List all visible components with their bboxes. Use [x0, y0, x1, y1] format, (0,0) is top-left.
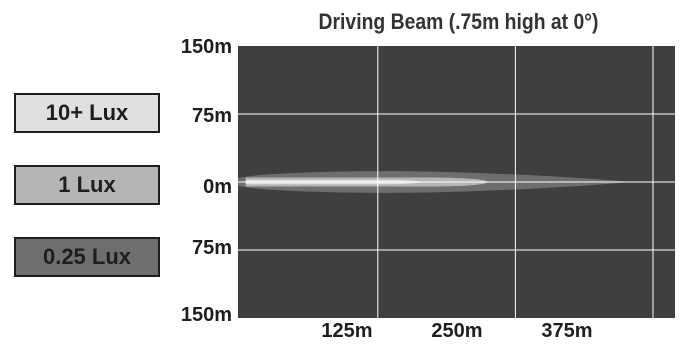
x-tick-label: 125m	[321, 320, 373, 342]
legend-item-1-lux: 1 Lux	[14, 165, 160, 205]
legend-label: 1 Lux	[58, 172, 116, 197]
chart-title: Driving Beam (.75m high at 0°)	[318, 9, 599, 34]
beam-plot	[238, 46, 675, 318]
y-tick-label: 75m	[191, 237, 232, 259]
y-tick-label: 150m	[180, 304, 232, 326]
legend-item-10-lux: 10+ Lux	[14, 93, 160, 133]
x-tick-label: 250m	[431, 320, 483, 342]
legend-label: 0.25 Lux	[42, 244, 132, 269]
legend-item-0-25-lux: 0.25 Lux	[14, 237, 160, 277]
y-tick-label: 75m	[191, 105, 232, 127]
legend-label: 10+ Lux	[45, 100, 129, 125]
y-tick-label: 150m	[180, 36, 232, 58]
x-tick-label: 375m	[541, 320, 593, 342]
y-tick-label: 0m	[203, 176, 232, 198]
